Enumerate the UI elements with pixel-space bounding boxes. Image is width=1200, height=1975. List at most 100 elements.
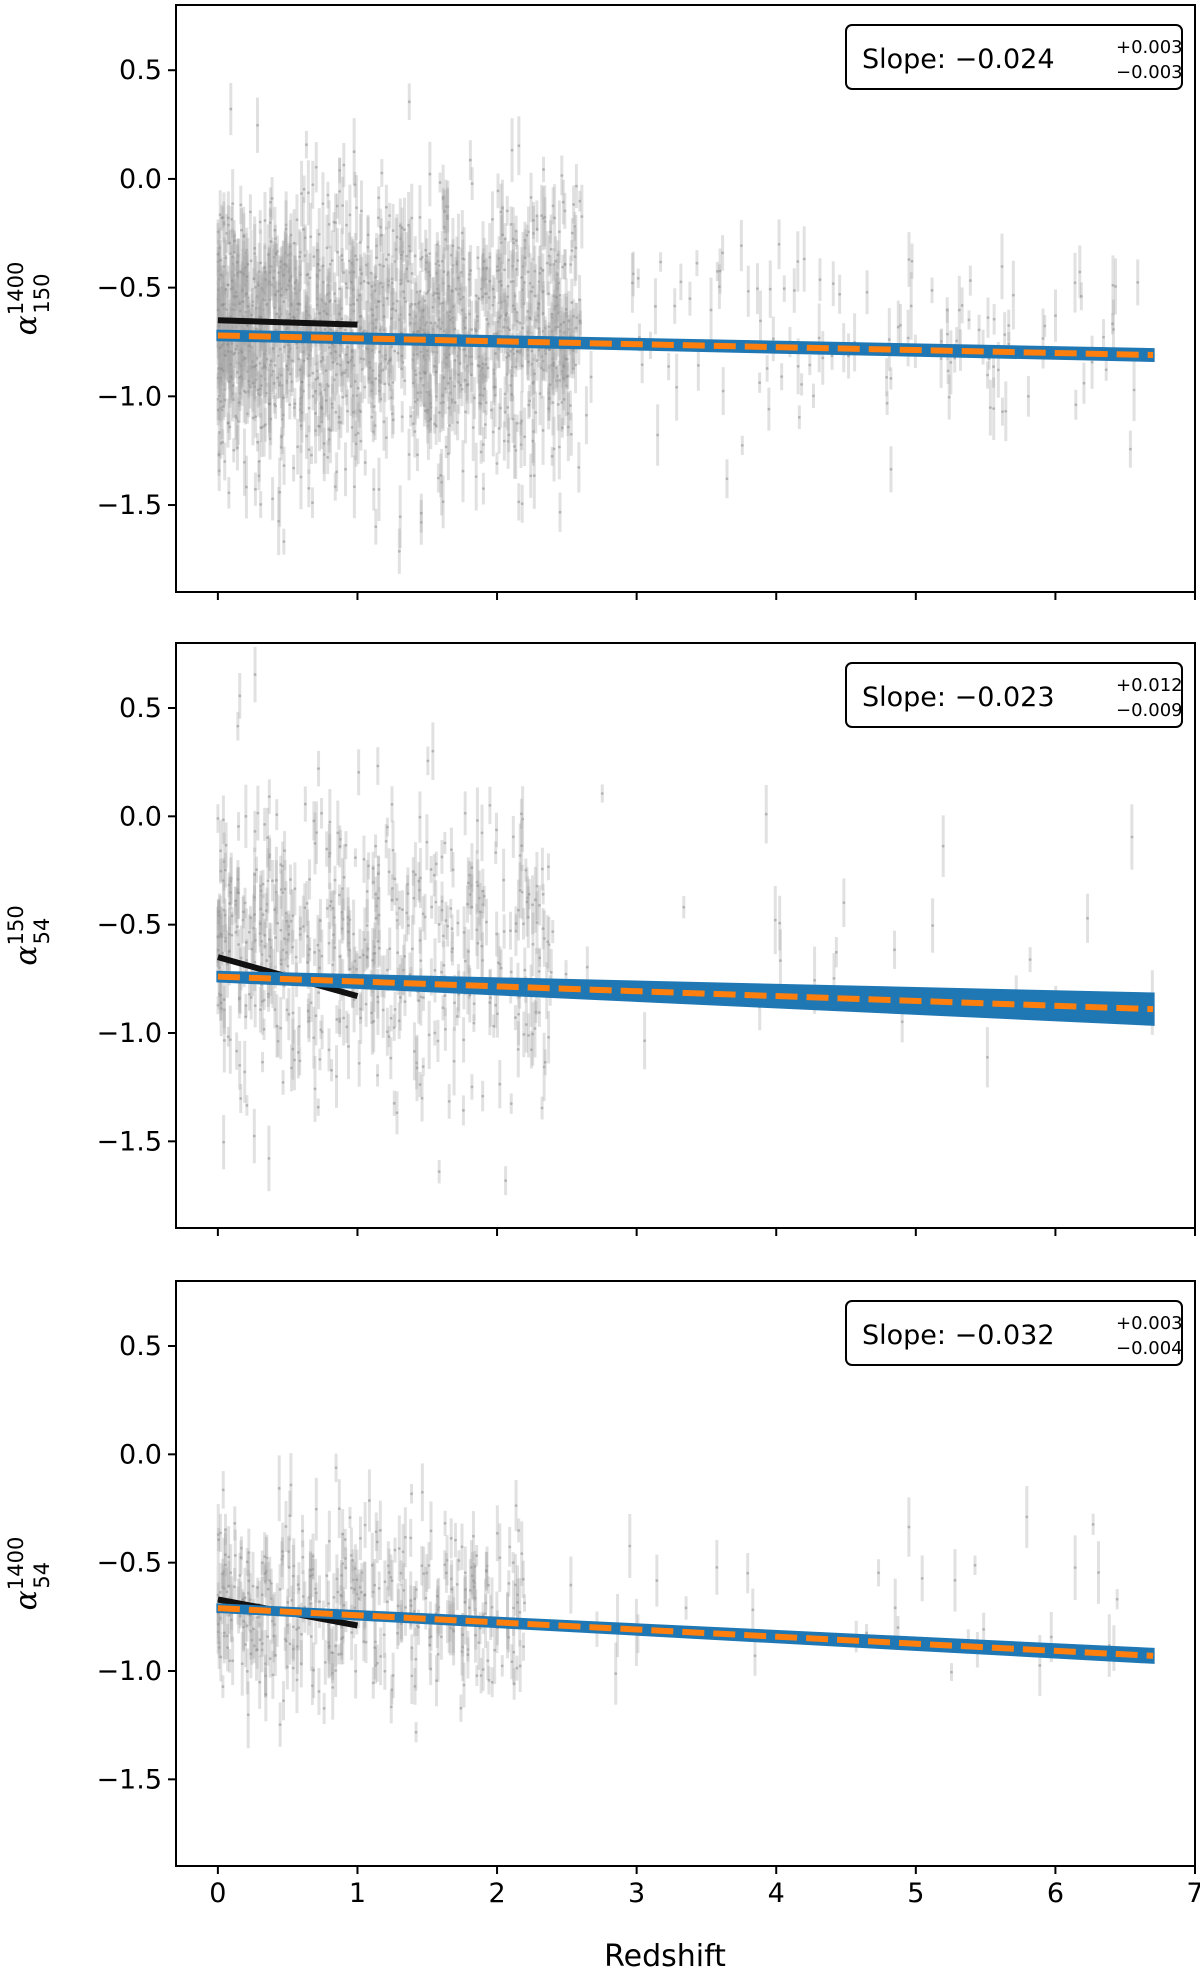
- data-point: [497, 427, 501, 430]
- data-point: [476, 319, 479, 323]
- data-point: [467, 278, 471, 281]
- data-point: [374, 377, 378, 381]
- data-point: [256, 283, 260, 287]
- data-point: [417, 879, 421, 883]
- data-point: [292, 406, 296, 409]
- data-point: [268, 398, 272, 402]
- data-point: [540, 366, 543, 370]
- data-point: [524, 1023, 528, 1026]
- data-point: [518, 854, 522, 857]
- data-point: [268, 221, 272, 225]
- data-point: [371, 308, 375, 312]
- data-point: [247, 379, 251, 383]
- data-point: [216, 288, 220, 292]
- data-point: [865, 290, 869, 294]
- data-point: [272, 381, 276, 385]
- data-point: [263, 278, 267, 281]
- data-point: [375, 305, 379, 309]
- data-point: [579, 321, 582, 325]
- data-point: [239, 270, 243, 274]
- data-point: [373, 289, 377, 293]
- data-point: [260, 1561, 264, 1565]
- data-point: [446, 381, 450, 385]
- data-point: [562, 320, 566, 324]
- data-point: [231, 1659, 235, 1663]
- data-point: [316, 943, 320, 947]
- data-point: [249, 1652, 253, 1656]
- data-point: [251, 1584, 255, 1588]
- data-point: [506, 405, 510, 409]
- data-point: [509, 280, 513, 284]
- data-point: [480, 366, 484, 370]
- data-point: [435, 243, 439, 246]
- data-point: [470, 1565, 473, 1569]
- data-point: [256, 388, 260, 392]
- data-point: [429, 321, 433, 325]
- data-point: [375, 256, 378, 260]
- data-point: [273, 1008, 277, 1012]
- data-point: [478, 401, 482, 405]
- data-point: [278, 282, 282, 286]
- data-point: [261, 308, 265, 312]
- data-point: [435, 271, 439, 275]
- data-point: [522, 922, 525, 926]
- data-point: [838, 292, 842, 296]
- data-point: [485, 266, 488, 270]
- data-point: [334, 350, 338, 354]
- data-point: [283, 887, 287, 891]
- data-point: [373, 283, 377, 287]
- data-point: [830, 354, 834, 358]
- data-point: [471, 1574, 474, 1578]
- data-point: [503, 268, 506, 272]
- data-point: [488, 255, 492, 259]
- data-point: [287, 270, 291, 273]
- data-point: [445, 348, 449, 351]
- data-point: [425, 254, 428, 258]
- data-point: [216, 1593, 220, 1597]
- data-point: [459, 270, 463, 274]
- data-point: [397, 549, 401, 553]
- data-point: [261, 913, 265, 917]
- data-point: [552, 361, 556, 365]
- data-point: [333, 292, 336, 296]
- data-point: [466, 881, 470, 885]
- data-point: [249, 916, 252, 920]
- data-point: [440, 900, 444, 903]
- data-point: [325, 246, 329, 250]
- data-point: [350, 350, 354, 354]
- data-point: [233, 351, 237, 355]
- data-point: [485, 1564, 489, 1568]
- data-point: [229, 315, 233, 318]
- data-point: [286, 284, 290, 287]
- data-point: [305, 902, 309, 905]
- data-point: [240, 355, 244, 359]
- data-point: [325, 847, 329, 851]
- data-point: [463, 959, 467, 963]
- data-point: [585, 413, 588, 417]
- data-point: [373, 424, 377, 428]
- data-point: [264, 1579, 267, 1583]
- data-point: [563, 263, 567, 266]
- data-point: [231, 262, 235, 266]
- data-point: [245, 1104, 249, 1107]
- data-point: [250, 365, 254, 368]
- data-point: [314, 165, 318, 169]
- data-point: [222, 998, 226, 1001]
- data-point: [309, 1001, 313, 1005]
- data-point: [484, 357, 488, 361]
- data-point: [279, 958, 283, 962]
- data-point: [521, 1577, 525, 1581]
- data-point: [1000, 265, 1004, 268]
- data-point: [320, 954, 324, 958]
- data-point: [522, 280, 526, 284]
- data-point: [279, 265, 283, 269]
- data-point: [306, 961, 310, 964]
- data-point: [270, 283, 274, 287]
- data-point: [278, 381, 282, 385]
- data-point: [518, 321, 522, 325]
- data-point: [222, 351, 226, 355]
- data-point: [382, 420, 386, 424]
- data-point: [390, 412, 394, 416]
- data-point: [495, 828, 498, 832]
